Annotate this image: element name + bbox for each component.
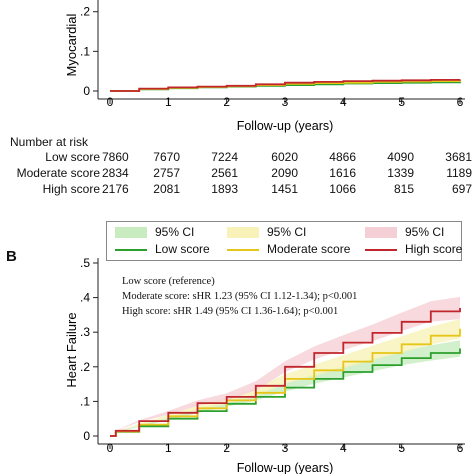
risk-cell: 7860	[102, 150, 129, 164]
risk-row-label: Moderate score	[16, 166, 100, 180]
risk-cell: 6020	[271, 150, 298, 164]
x-tick-label: 3	[282, 95, 289, 109]
y-tick-label: .3	[80, 325, 90, 339]
series-line	[110, 79, 461, 92]
legend-label-low: Low score	[155, 242, 210, 256]
legend: 95% CI 95% CI 95% CI Low score Moderate …	[106, 221, 462, 261]
risk-cell: 1066	[329, 182, 356, 196]
x-tick-label: 3	[282, 441, 289, 455]
risk-cell: 1616	[329, 166, 356, 180]
risk-cell: 1189	[446, 166, 472, 180]
series-line	[110, 328, 461, 437]
risk-row: Moderate score 2834 2757 2561 2090 1616 1339 11…	[0, 166, 474, 181]
legend-ci-label: 95% CI	[155, 225, 195, 239]
risk-cell: 815	[393, 182, 414, 196]
x-tick-label: 4	[340, 95, 347, 109]
risk-cell: 3681	[445, 150, 472, 164]
x-tick-label: 1	[165, 95, 172, 109]
risk-cell: 1339	[387, 166, 414, 180]
annotation-high: High score: sHR 1.49 (95% CI 1.36-1.64);…	[122, 306, 339, 317]
risk-table-title: Number at risk	[10, 135, 89, 149]
series-line	[110, 348, 461, 437]
risk-row-label: High score	[42, 182, 100, 196]
x-axis-label: Follow-up (years)	[237, 119, 334, 133]
risk-cell: 2176	[102, 182, 129, 196]
x-tick-label: 2	[223, 95, 230, 109]
panel-label-b: B	[6, 248, 17, 265]
risk-cell: 1893	[211, 182, 238, 196]
risk-cell: 2561	[211, 166, 238, 180]
legend-ci-label: 95% CI	[405, 225, 445, 239]
y-tick-label: 0	[83, 429, 90, 443]
risk-cell: 2081	[153, 182, 180, 196]
y-tick-label: 0	[83, 84, 90, 98]
x-axis-label: Follow-up (years)	[237, 461, 334, 474]
ci-swatch-moderate	[227, 227, 259, 238]
y-tick-label: .2	[80, 5, 90, 19]
x-tick-label: 6	[457, 95, 464, 109]
annotation-low: Low score (reference)	[122, 276, 215, 287]
x-tick-label: 2	[223, 441, 230, 455]
line-swatch-low	[115, 249, 147, 251]
risk-cell: 2757	[153, 166, 180, 180]
x-tick-label: 1	[165, 441, 172, 455]
ci-swatch-high	[365, 227, 397, 238]
legend-label-moderate: Moderate score	[267, 242, 351, 256]
ci-swatch-low	[115, 227, 147, 238]
y-tick-label: .1	[80, 44, 90, 58]
y-tick-label: .2	[80, 360, 90, 374]
annotation-moderate: Moderate score: sHR 1.23 (95% CI 1.12-1.…	[122, 291, 358, 302]
y-axis-label: Myocardial	[64, 13, 79, 76]
risk-row: Low score 7860 7670 7224 6020 4866 4090 3681	[0, 150, 474, 165]
risk-cell: 2090	[271, 166, 298, 180]
y-tick-label: .4	[80, 291, 90, 305]
line-swatch-moderate	[227, 249, 259, 251]
x-tick-label: 5	[398, 95, 405, 109]
x-tick-label: 4	[340, 441, 347, 455]
legend-ci-label: 95% CI	[267, 225, 307, 239]
y-tick-label: .5	[80, 256, 90, 270]
legend-label-high: High score	[405, 242, 463, 256]
series-line	[110, 308, 461, 437]
y-tick-label: .1	[80, 394, 90, 408]
risk-row-label: Low score	[45, 150, 100, 164]
x-tick-label: 5	[398, 441, 405, 455]
x-tick-label: 0	[107, 441, 114, 455]
risk-cell: 7224	[211, 150, 238, 164]
risk-cell: 2834	[102, 166, 129, 180]
risk-cell: 4090	[387, 150, 414, 164]
risk-row: High score 2176 2081 1893 1451 1066 815 697	[0, 182, 474, 197]
risk-cell: 4866	[329, 150, 356, 164]
risk-cell: 1451	[271, 182, 298, 196]
line-swatch-high	[365, 249, 397, 251]
x-tick-label: 0	[107, 95, 114, 109]
y-axis-label: Heart Failure	[64, 312, 79, 387]
x-tick-label: 6	[457, 441, 464, 455]
risk-cell: 697	[451, 182, 472, 196]
risk-cell: 7670	[153, 150, 180, 164]
